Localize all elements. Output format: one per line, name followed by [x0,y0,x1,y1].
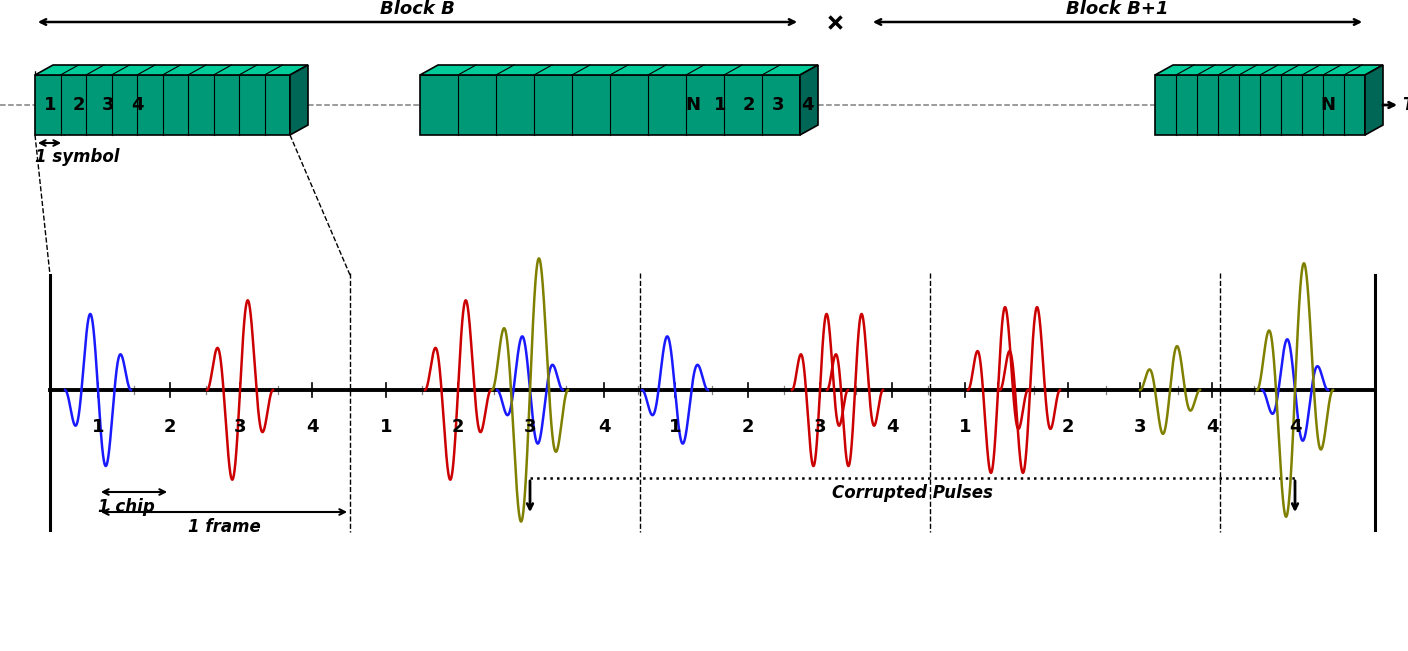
Text: 2: 2 [742,418,755,436]
Polygon shape [1155,65,1383,75]
Text: Time: Time [1402,96,1408,114]
Text: 2: 2 [452,418,465,436]
Text: 3: 3 [234,418,246,436]
Text: 2: 2 [163,418,176,436]
Text: 2: 2 [73,96,86,114]
Text: 4: 4 [801,96,814,114]
Text: 3: 3 [772,96,784,114]
Text: Corrupted Pulses: Corrupted Pulses [832,484,993,502]
Text: 3: 3 [1133,418,1146,436]
Text: 4: 4 [1288,418,1301,436]
Text: 4: 4 [1205,418,1218,436]
Text: 4: 4 [886,418,898,436]
Polygon shape [1155,75,1364,135]
Text: 1: 1 [959,418,972,436]
Polygon shape [290,65,308,135]
Polygon shape [35,75,290,135]
Text: 2: 2 [1062,418,1074,436]
Polygon shape [800,65,818,135]
Text: 1 frame: 1 frame [187,518,260,536]
Text: N: N [686,96,701,114]
Text: 1: 1 [714,96,727,114]
Text: Block B+1: Block B+1 [1066,0,1169,18]
Text: 1 symbol: 1 symbol [35,148,120,166]
Text: 1: 1 [44,96,56,114]
Text: Block B: Block B [380,0,455,18]
Text: 4: 4 [306,418,318,436]
Polygon shape [35,65,308,75]
Polygon shape [1364,65,1383,135]
Polygon shape [420,75,800,135]
Text: 1 chip: 1 chip [99,498,155,516]
Text: 1: 1 [92,418,104,436]
Text: 1: 1 [380,418,393,436]
Text: 2: 2 [743,96,755,114]
Text: 3: 3 [101,96,114,114]
Text: 4: 4 [598,418,610,436]
Text: N: N [1321,96,1336,114]
Polygon shape [420,65,818,75]
Text: 3: 3 [524,418,536,436]
Text: 1: 1 [669,418,681,436]
Text: 3: 3 [814,418,826,436]
Text: 4: 4 [131,96,144,114]
